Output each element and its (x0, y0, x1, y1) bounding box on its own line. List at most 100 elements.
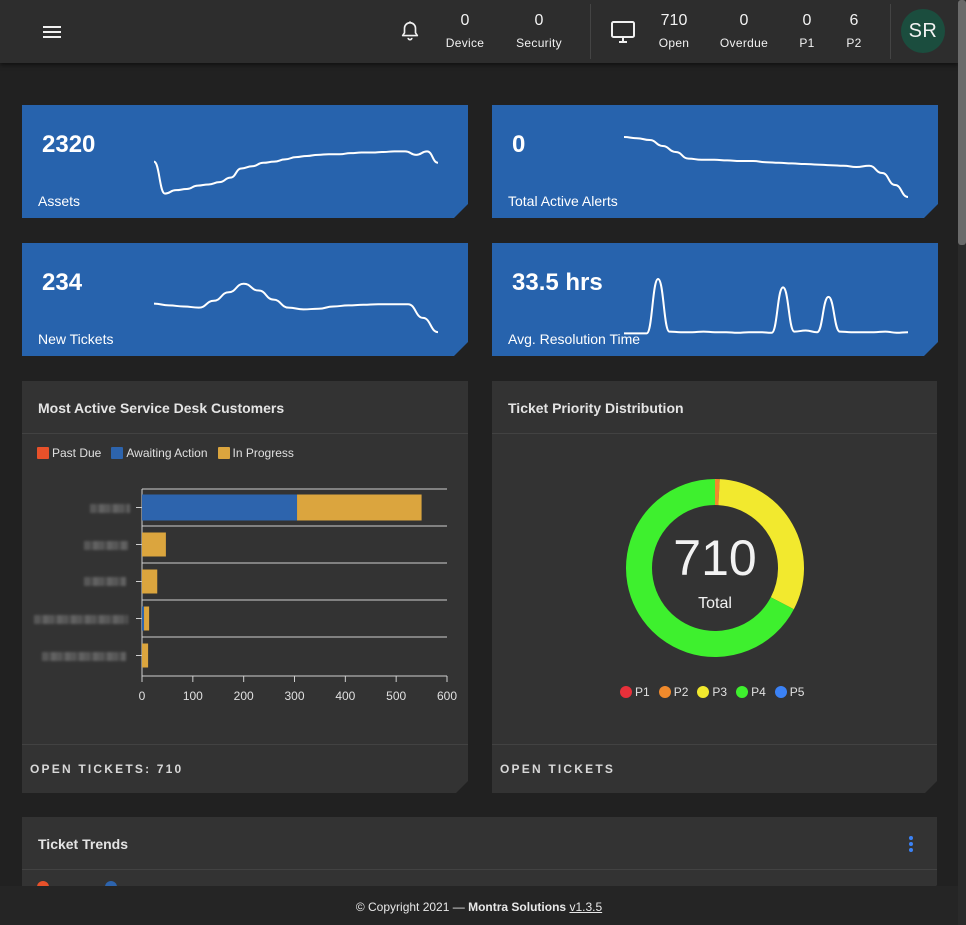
resolution-time-label: Avg. Resolution Time (508, 331, 641, 347)
open-tickets-stat[interactable]: 710 Open (639, 10, 709, 50)
active-alerts-value: 0 (512, 131, 526, 158)
legend-p1[interactable]: P1 (620, 685, 650, 699)
customer-name-redacted (34, 615, 128, 624)
p2-tickets-count: 6 (849, 12, 859, 29)
donut-total-value: 710 (673, 530, 756, 586)
priority-distribution-title: Ticket Priority Distribution (508, 400, 684, 416)
active-customers-title: Most Active Service Desk Customers (38, 400, 285, 416)
bar-segment-in-progress[interactable] (142, 533, 166, 557)
topbar-divider (890, 4, 891, 59)
new-tickets-value: 234 (42, 269, 83, 296)
legend-p5[interactable]: P5 (774, 685, 804, 699)
active-alerts-card[interactable]: 0 Total Active Alerts (492, 105, 938, 218)
p1-tickets-count: 0 (802, 12, 812, 29)
x-tick-label: 100 (183, 689, 203, 703)
p1-tickets-stat[interactable]: 0 P1 (772, 10, 842, 50)
overdue-tickets-label: Overdue (719, 36, 769, 50)
assets-label: Assets (38, 193, 81, 209)
resolution-time-card[interactable]: 33.5 hrs Avg. Resolution Time (492, 243, 938, 356)
assets-value: 2320 (42, 131, 96, 158)
legend-p3[interactable]: P3 (697, 685, 727, 699)
new-tickets-card[interactable]: 234 New Tickets (22, 243, 468, 356)
priority-legend: P1 P2 P3 P4 P5 (620, 685, 813, 699)
panel-divider (22, 433, 468, 434)
new-tickets-label: New Tickets (38, 331, 114, 347)
open-tickets-count: 710 (660, 12, 688, 29)
legend-in-progress[interactable]: In Progress (218, 446, 294, 460)
p2-tickets-label: P2 (846, 36, 862, 50)
open-tickets-footer: OPEN TICKETS: 710 (30, 762, 184, 776)
priority-donut-chart: 710 Total (492, 471, 937, 731)
customer-name-redacted (90, 504, 130, 513)
active-alerts-sparkline (492, 105, 938, 218)
device-alerts-stat[interactable]: 0 Device (430, 10, 500, 50)
resolution-time-sparkline (492, 243, 938, 356)
bar-segment-in-progress[interactable] (144, 607, 149, 631)
device-alerts-label: Device (445, 36, 485, 50)
security-alerts-count: 0 (534, 12, 544, 29)
monitor-icon[interactable] (610, 20, 636, 44)
customers-bar-chart: 0 100 200 300 400 500 600 (22, 471, 468, 801)
x-tick-label: 600 (437, 689, 457, 703)
customers-chart-legend: Past Due Awaiting Action In Progress (37, 446, 304, 460)
x-tick-label: 500 (386, 689, 406, 703)
x-tick-label: 0 (139, 689, 146, 703)
user-avatar[interactable]: SR (901, 9, 945, 53)
assets-card[interactable]: 2320 Assets (22, 105, 468, 218)
p1-tickets-label: P1 (799, 36, 815, 50)
bar-segment-in-progress[interactable] (142, 644, 148, 668)
hamburger-menu-icon[interactable] (38, 18, 66, 46)
copyright-text: © Copyright 2021 — (355, 900, 465, 914)
company-name: Montra Solutions (468, 900, 567, 914)
ticket-trends-title: Ticket Trends (38, 836, 129, 852)
legend-past-due[interactable]: Past Due (37, 446, 101, 460)
priority-distribution-panel: Ticket Priority Distribution 710 Total O… (492, 381, 937, 793)
customer-name-redacted (84, 577, 126, 586)
bar-segment-awaiting-action[interactable] (142, 607, 144, 631)
more-options-icon[interactable] (904, 834, 918, 854)
top-bar: 0 Device 0 Security 710 Open 0 Overdue 0… (0, 0, 958, 63)
new-tickets-sparkline-line (154, 284, 438, 332)
bell-icon[interactable] (399, 20, 421, 42)
new-tickets-sparkline (22, 243, 468, 356)
scrollbar-thumb[interactable] (958, 0, 966, 245)
legend-awaiting-action[interactable]: Awaiting Action (111, 446, 207, 460)
panel-divider (22, 869, 937, 870)
page-footer: © Copyright 2021 — Montra Solutions v1.3… (0, 886, 958, 925)
ticket-trends-panel: Ticket Trends (22, 817, 937, 897)
assets-sparkline-line (154, 151, 438, 193)
active-customers-panel: Most Active Service Desk Customers Past … (22, 381, 468, 793)
overdue-tickets-stat[interactable]: 0 Overdue (709, 10, 779, 50)
donut-slice-p3[interactable] (719, 492, 791, 603)
open-tickets-label: Open (658, 36, 690, 50)
panel-divider (492, 433, 937, 434)
security-alerts-label: Security (516, 36, 562, 50)
security-alerts-stat[interactable]: 0 Security (504, 10, 574, 50)
donut-total-label: Total (698, 595, 732, 612)
bar-segment-in-progress[interactable] (297, 495, 422, 521)
x-tick-label: 400 (335, 689, 355, 703)
version-link[interactable]: v1.3.5 (569, 900, 603, 914)
device-alerts-count: 0 (460, 12, 470, 29)
x-tick-label: 200 (234, 689, 254, 703)
panel-divider (492, 744, 937, 745)
bar-segment-in-progress[interactable] (142, 570, 157, 594)
legend-p4[interactable]: P4 (736, 685, 766, 699)
assets-sparkline (22, 105, 468, 218)
donut-slice-p4[interactable] (639, 492, 782, 644)
x-tick-label: 300 (284, 689, 304, 703)
active-alerts-label: Total Active Alerts (508, 193, 618, 209)
panel-divider (22, 744, 468, 745)
active-alerts-sparkline-line (624, 137, 908, 197)
scrollbar[interactable] (958, 0, 966, 925)
p2-tickets-stat[interactable]: 6 P2 (819, 10, 889, 50)
resolution-time-sparkline-line (624, 279, 908, 333)
legend-p2[interactable]: P2 (658, 685, 688, 699)
bar-segment-awaiting-action[interactable] (142, 495, 297, 521)
overdue-tickets-count: 0 (739, 12, 749, 29)
resolution-time-value: 33.5 hrs (512, 269, 603, 296)
open-tickets-footer: OPEN TICKETS (500, 762, 616, 776)
topbar-divider (590, 4, 591, 59)
customer-name-redacted (84, 541, 128, 550)
customer-name-redacted (42, 652, 126, 661)
